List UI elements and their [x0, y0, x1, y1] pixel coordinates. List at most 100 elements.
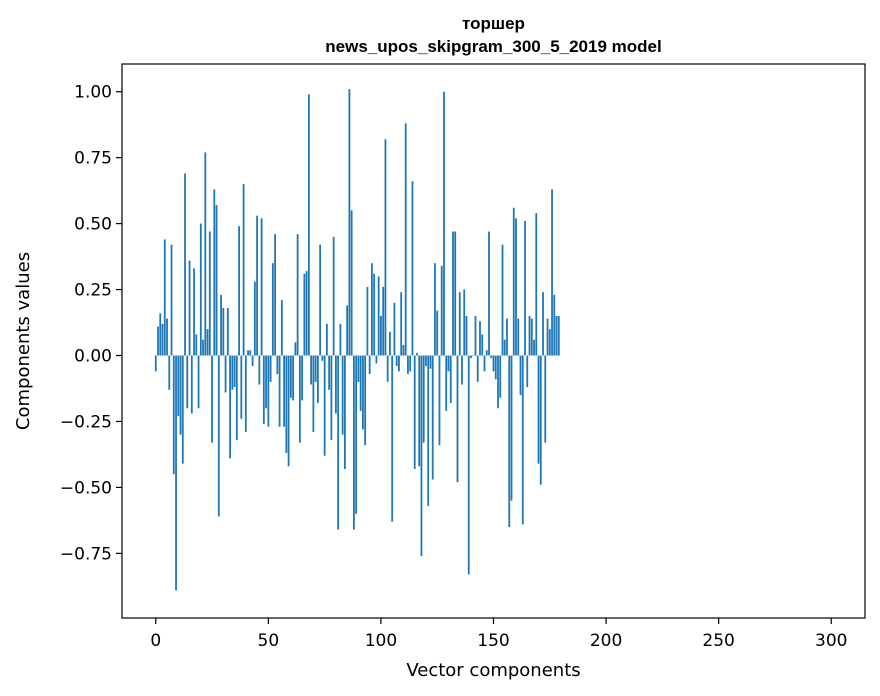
bar-13: [184, 173, 186, 356]
bar-149: [490, 355, 493, 359]
bar-154: [501, 244, 504, 356]
bar-21: [202, 339, 204, 356]
chart-title-line-1: торшер: [462, 14, 525, 33]
bar-2: [159, 313, 162, 356]
bar-36: [235, 355, 238, 440]
bar-50: [267, 355, 270, 427]
bar-24: [208, 231, 211, 356]
bar-48: [262, 355, 265, 425]
bar-14: [186, 355, 189, 409]
bar-80: [334, 355, 337, 414]
bar-127: [440, 265, 443, 356]
bar-79: [332, 236, 335, 356]
x-tick-label: 0: [150, 631, 161, 651]
bar-138: [465, 315, 468, 356]
bar-19: [197, 355, 200, 409]
bar-142: [474, 315, 477, 356]
bar-86: [348, 89, 351, 356]
bar-83: [341, 355, 344, 435]
bar-92: [362, 355, 364, 430]
bar-8: [172, 355, 175, 475]
x-tick-label: 100: [365, 631, 397, 651]
y-axis-label: Components values: [13, 252, 34, 430]
bar-78: [330, 355, 333, 440]
y-tick-label: 0.75: [74, 149, 112, 169]
bar-18: [195, 334, 198, 356]
bar-130: [447, 355, 450, 372]
bar-0: [154, 355, 157, 372]
bar-5: [166, 318, 168, 356]
bar-35: [233, 355, 236, 388]
bar-162: [519, 355, 522, 396]
bar-77: [328, 355, 331, 390]
bar-146: [483, 355, 486, 372]
bar-84: [344, 355, 346, 469]
bar-27: [215, 205, 218, 356]
y-tick-label: 0.25: [74, 281, 112, 301]
bar-106: [393, 302, 396, 356]
bar-161: [517, 318, 520, 356]
bar-28: [217, 355, 220, 517]
bar-96: [371, 263, 373, 356]
plot-frame: [121, 63, 866, 619]
bar-52: [271, 263, 274, 356]
bar-12: [181, 355, 184, 464]
bar-45: [256, 215, 258, 356]
bar-157: [508, 355, 511, 527]
bar-26: [213, 189, 216, 356]
bar-85: [346, 305, 349, 356]
bar-55: [278, 355, 281, 427]
bar-171: [539, 355, 542, 485]
bar-46: [258, 355, 261, 385]
bar-170: [537, 355, 540, 464]
bar-70: [312, 355, 315, 433]
bar-7: [170, 244, 173, 356]
bar-105: [391, 355, 394, 522]
bar-100: [380, 315, 382, 356]
bar-102: [384, 139, 387, 356]
x-tick-label: 200: [590, 631, 622, 651]
bar-62: [294, 342, 297, 356]
chart-title-line-2: news_upos_skipgram_300_5_2019 model: [325, 37, 661, 56]
bar-164: [524, 220, 526, 356]
bar-43: [251, 355, 254, 367]
bar-49: [265, 355, 267, 409]
bar-6: [168, 355, 171, 390]
bar-10: [177, 355, 180, 417]
x-tick-label: 150: [477, 631, 509, 651]
bar-104: [389, 331, 391, 356]
bar-152: [497, 355, 499, 409]
bar-108: [398, 355, 400, 372]
bar-144: [479, 321, 481, 356]
bar-158: [510, 355, 513, 501]
bar-115: [413, 355, 416, 469]
bar-139: [467, 355, 470, 575]
bar-121: [427, 355, 430, 506]
bar-141: [472, 355, 475, 357]
bar-41: [247, 350, 249, 356]
bar-140: [470, 355, 472, 359]
bar-34: [231, 355, 234, 390]
bar-53: [274, 234, 276, 356]
bar-97: [373, 273, 376, 356]
bar-178: [555, 315, 558, 356]
bar-58: [285, 355, 288, 454]
bar-88: [353, 355, 355, 530]
bar-112: [407, 355, 409, 374]
bar-150: [492, 355, 495, 372]
bar-118: [420, 355, 423, 557]
bar-87: [350, 210, 353, 356]
bar-165: [526, 355, 529, 388]
bar-177: [553, 294, 556, 356]
bar-42: [249, 350, 252, 356]
bar-17: [193, 268, 195, 356]
bar-61: [292, 355, 295, 401]
x-axis-label: Vector components: [406, 660, 580, 681]
bar-9: [175, 355, 177, 591]
x-tick-label: 300: [815, 631, 847, 651]
bar-72: [316, 355, 319, 403]
bar-37: [238, 226, 240, 356]
y-tick-label: 0.00: [74, 347, 112, 367]
bar-126: [438, 355, 441, 446]
bar-155: [503, 339, 506, 356]
